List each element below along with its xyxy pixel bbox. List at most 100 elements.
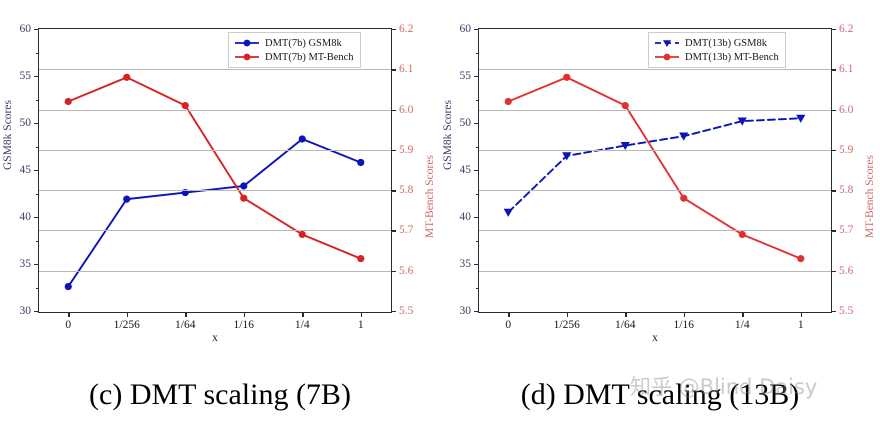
- gridline: [39, 69, 391, 71]
- data-point-marker: [64, 282, 72, 291]
- data-point-marker: [298, 230, 306, 239]
- series-line: [67, 138, 362, 288]
- legend-label-mtbench: DMT(7b) MT-Bench: [265, 51, 354, 63]
- y2-axis-tick: [831, 190, 836, 192]
- legend-swatch-mtbench-line-circle: [234, 51, 260, 63]
- x-axis-tick-label: 0: [65, 319, 72, 331]
- x-axis-tick: [302, 312, 304, 317]
- data-point-marker: [738, 230, 746, 239]
- y2-axis-tick: [391, 230, 396, 232]
- y2-axis-tick-label: 6.0: [399, 103, 414, 116]
- panel-c-dmt-scaling-7b: GSM8k Scores MT-Bench Scores x 30 35 40 45 5…: [0, 0, 440, 358]
- data-point-marker: [737, 117, 747, 126]
- gridline: [39, 270, 391, 272]
- y2-axis-tick-label: 5.9: [399, 143, 414, 156]
- series-line: [67, 76, 362, 260]
- y-axis-tick: [474, 264, 479, 266]
- y-axis-tick: [34, 264, 39, 266]
- x-axis-tick-label: 1/16: [233, 319, 254, 331]
- caption-panel-d: (d) DMT scaling (13B): [520, 378, 800, 411]
- y-axis-tick-label: 45: [459, 164, 472, 176]
- y-axis-minor-tick: [476, 240, 479, 242]
- legend-label-gsm8k: DMT(13b) GSM8k: [685, 37, 767, 49]
- y-axis-tick: [34, 311, 39, 313]
- panel-d-x-axis-label: x: [652, 332, 658, 344]
- x-axis-tick: [800, 312, 803, 317]
- data-point-marker: [240, 194, 248, 202]
- y-axis-tick-label: 35: [459, 258, 472, 270]
- y-axis-minor-tick: [476, 287, 479, 289]
- x-axis-tick: [625, 312, 627, 317]
- y2-axis-tick: [391, 109, 396, 111]
- y-axis-minor-tick: [36, 287, 39, 289]
- caption-row: (c) DMT scaling (7B) (d) DMT scaling (13…: [0, 358, 880, 432]
- y2-axis-tick-label: 5.9: [839, 143, 854, 156]
- panel-c-series-canvas: [64, 73, 365, 291]
- y-axis-tick-label: 60: [19, 23, 32, 35]
- y-axis-minor-tick: [476, 193, 479, 195]
- data-point-marker: [123, 195, 131, 203]
- x-axis-tick-label: 1/256: [113, 319, 140, 331]
- figure-row: GSM8k Scores MT-Bench Scores x 30 35 40 45 5…: [0, 0, 880, 358]
- data-point-marker: [64, 97, 72, 106]
- gridline: [479, 69, 831, 71]
- y2-axis-tick-label: 5.7: [399, 224, 414, 237]
- y-axis-minor-tick: [36, 240, 39, 242]
- panel-c-x-axis-label: x: [212, 332, 218, 344]
- data-point-marker: [563, 73, 571, 81]
- data-point-marker: [679, 132, 689, 141]
- y-axis-tick-label: 50: [459, 117, 472, 129]
- x-axis-tick-label: 1/4: [734, 319, 750, 331]
- y-axis-tick: [474, 311, 479, 313]
- y2-axis-tick: [831, 109, 836, 111]
- gridline: [479, 230, 831, 232]
- x-axis-tick: [185, 312, 187, 317]
- data-point-marker: [620, 141, 630, 151]
- x-axis-tick: [683, 312, 686, 317]
- panel-d-plot-area: 30 35 40 45 50 55 60 5.5 5.6 5.7 5.8 5.9 6.0 6.1 6.2 0 1…: [460, 23, 854, 331]
- data-point-marker: [562, 152, 572, 161]
- legend-item-mtbench[interactable]: DMT(7b) MT-Bench: [234, 50, 354, 64]
- y2-axis-tick-label: 6.2: [399, 23, 414, 35]
- data-point-marker: [796, 114, 806, 123]
- y2-axis-tick-label: 6.0: [839, 103, 854, 116]
- y2-axis-tick-label: 5.8: [399, 184, 414, 197]
- x-axis-tick: [243, 312, 246, 317]
- y-axis-minor-tick: [476, 52, 479, 54]
- panel-d-dmt-scaling-13b: GSM8k Scores MT-Bench Scores x 30 35 40 45 5…: [440, 0, 880, 358]
- panel-d-legend: DMT(13b) GSM8k DMT(13b) MT-Bench: [648, 32, 786, 68]
- gridline: [39, 190, 391, 192]
- y2-axis-tick: [391, 69, 396, 71]
- data-point-marker: [298, 135, 306, 143]
- gridline: [479, 109, 831, 111]
- x-axis-tick: [742, 312, 744, 317]
- legend-item-gsm8k[interactable]: DMT(7b) GSM8k: [234, 36, 354, 50]
- data-point-marker: [357, 158, 365, 167]
- panel-c-plot-area: 30 35 40 45 50 55 60 5.5 5.6 5.7 5.8 5.9 6.0 6.1 6.2 0 1…: [20, 23, 414, 331]
- series-line: [507, 76, 802, 260]
- x-axis-tick-label: 1: [797, 319, 804, 331]
- y-axis-tick: [474, 123, 479, 125]
- data-point-marker: [240, 182, 248, 190]
- legend-swatch-gsm8k-dashed-triangle: [654, 37, 680, 49]
- legend-item-gsm8k[interactable]: DMT(13b) GSM8k: [654, 36, 779, 50]
- legend-item-mtbench[interactable]: DMT(13b) MT-Bench: [654, 50, 779, 64]
- legend-label-mtbench: DMT(13b) MT-Bench: [685, 51, 779, 63]
- y2-axis-tick: [391, 190, 396, 192]
- y2-axis-tick-label: 6.1: [399, 63, 414, 76]
- y2-axis-tick-label: 6.2: [839, 23, 854, 35]
- caption-panel-c: (c) DMT scaling (7B): [89, 378, 351, 411]
- y-axis-tick: [34, 76, 39, 78]
- legend-swatch-mtbench-line-circle: [654, 51, 680, 63]
- panel-d-series-canvas: [503, 73, 806, 263]
- y2-axis-tick-label: 5.8: [839, 184, 854, 197]
- y2-axis-tick-label: 5.6: [839, 264, 854, 277]
- x-axis-tick: [126, 312, 129, 317]
- x-axis-tick-label: 0: [505, 319, 512, 331]
- y2-axis-tick: [831, 149, 836, 152]
- y2-axis-tick-label: 5.5: [399, 305, 414, 317]
- y-axis-minor-tick: [36, 52, 39, 54]
- y2-axis-tick: [831, 29, 836, 31]
- gridline: [39, 230, 391, 232]
- y2-axis-tick-label: 5.7: [839, 224, 854, 237]
